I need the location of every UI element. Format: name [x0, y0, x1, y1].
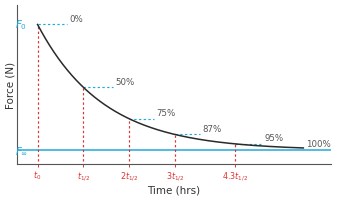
Text: 0%: 0%	[70, 15, 83, 24]
Y-axis label: Force (N): Force (N)	[5, 61, 16, 108]
Text: $F_{\infty}$: $F_{\infty}$	[15, 145, 28, 156]
Text: 87%: 87%	[203, 124, 222, 133]
Text: 50%: 50%	[116, 77, 135, 86]
Text: 75%: 75%	[157, 109, 176, 118]
X-axis label: Time (hrs): Time (hrs)	[147, 185, 201, 194]
Text: 95%: 95%	[265, 134, 284, 143]
Text: $F_0$: $F_0$	[16, 18, 28, 32]
Text: 100%: 100%	[306, 140, 330, 149]
